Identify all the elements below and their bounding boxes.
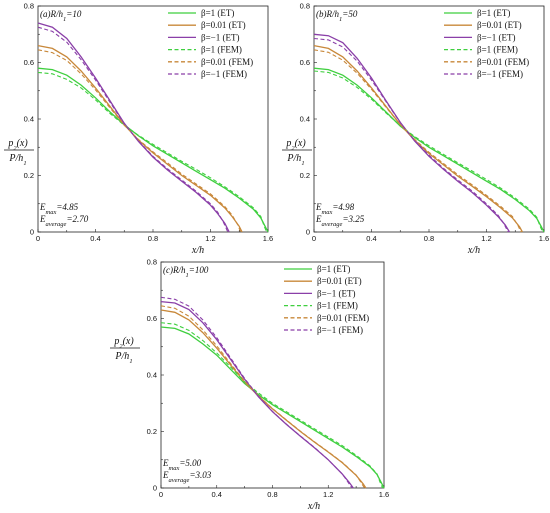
- x-tick-label: 0.4: [366, 234, 376, 243]
- legend-label: β=0.01 (ET): [477, 20, 522, 30]
- y-tick-label: 0.8: [24, 2, 34, 11]
- legend-label: β=1 (ET): [477, 8, 510, 18]
- series-line-1: [313, 44, 523, 233]
- error-annotation: Eaverage=2.70: [39, 214, 89, 228]
- series-line-0: [37, 67, 269, 233]
- series-line-4: [313, 49, 522, 233]
- y-tick-label: 0.2: [147, 427, 157, 436]
- y-tick-label: 0.2: [24, 171, 34, 180]
- panel-title: (c)R/h1=100: [163, 265, 209, 279]
- legend-label: β=0.01 (FEM): [201, 57, 253, 67]
- y-tick-label: 0.8: [300, 2, 310, 11]
- error-annotation: Eaverage=3.25: [315, 214, 365, 228]
- y-tick-label: 0.2: [300, 171, 310, 180]
- x-tick-label: 1.6: [379, 490, 389, 499]
- y-axis-label-numerator: p2(x): [113, 336, 134, 350]
- series-line-5: [37, 26, 229, 233]
- y-axis-label-denominator: P/h1: [286, 153, 304, 167]
- legend-label: β=−1 (FEM): [201, 69, 247, 79]
- x-tick-label: 0.8: [148, 234, 158, 243]
- series-line-3: [313, 70, 544, 233]
- series-line-4: [160, 305, 365, 489]
- error-annotation: Emax=4.98: [315, 202, 355, 216]
- x-tick-label: 1.2: [481, 234, 491, 243]
- legend-label: β=−1 (ET): [477, 32, 515, 42]
- legend-label: β=1 (ET): [201, 8, 234, 18]
- y-tick-label: 0.6: [24, 58, 34, 67]
- series-line-4: [37, 49, 242, 233]
- y-axis-label-numerator: p2(x): [285, 138, 306, 152]
- series-line-1: [37, 44, 243, 233]
- series-line-5: [313, 37, 509, 233]
- x-tick-label: 0.8: [267, 490, 277, 499]
- series-line-0: [313, 67, 545, 233]
- y-tick-label: 0.4: [147, 371, 157, 380]
- legend-label: β=0.01 (ET): [201, 20, 246, 30]
- y-axis-label-numerator: p2(x): [7, 138, 28, 152]
- panel-title: (b)R/h1=50: [316, 9, 358, 23]
- series-line-5: [160, 296, 353, 489]
- x-tick-label: 1.2: [205, 234, 215, 243]
- error-annotation: Emax=4.85: [39, 202, 79, 216]
- y-tick-label: 0: [153, 484, 157, 493]
- x-tick-label: 0: [159, 490, 163, 499]
- x-tick-label: 0.8: [424, 234, 434, 243]
- x-tick-label: 1.6: [539, 234, 549, 243]
- legend-label: β=−1 (ET): [317, 288, 355, 298]
- chart-panel-b: 0 0.4 0.8 1.2 1.6 0 0.2 0.4 0.6 0.8 (b)R/h1=50 Emax…: [282, 2, 549, 256]
- y-tick-label: 0.8: [147, 258, 157, 267]
- y-axis-label-denominator: P/h1: [8, 153, 26, 167]
- y-tick-label: 0: [30, 228, 34, 237]
- x-tick-label: 0.4: [90, 234, 100, 243]
- chart-panel-a: 0 0.4 0.8 1.2 1.6 0 0.2 0.4 0.6 0.8 (a)R/h1=10 Emax…: [4, 2, 273, 256]
- x-tick-label: 0: [36, 234, 40, 243]
- x-axis-label: x/h: [307, 501, 320, 512]
- x-axis-label: x/h: [467, 245, 480, 256]
- legend-label: β=0.01 (FEM): [317, 313, 369, 323]
- x-tick-label: 1.2: [323, 490, 333, 499]
- x-axis-label: x/h: [191, 245, 204, 256]
- x-tick-label: 0: [312, 234, 316, 243]
- series-line-3: [37, 71, 268, 233]
- x-tick-label: 0.4: [212, 490, 222, 499]
- y-tick-label: 0.4: [24, 115, 34, 124]
- error-annotation: Emax=5.00: [162, 458, 202, 472]
- legend-label: β=1 (FEM): [201, 45, 242, 55]
- x-tick-label: 1.6: [263, 234, 273, 243]
- series-line-2: [313, 33, 511, 233]
- chart-panel-c: 0 0.4 0.8 1.2 1.6 0 0.2 0.4 0.6 0.8 (c)R/h1=100 Ema…: [110, 258, 389, 512]
- legend-label: β=0.01 (ET): [317, 276, 362, 286]
- legend-label: β=1 (ET): [317, 264, 350, 274]
- y-tick-label: 0.4: [300, 115, 310, 124]
- legend-label: β=−1 (FEM): [317, 325, 363, 335]
- legend-label: β=−1 (FEM): [477, 69, 523, 79]
- legend-label: β=1 (FEM): [317, 301, 358, 311]
- y-tick-label: 0.6: [300, 58, 310, 67]
- legend-label: β=−1 (ET): [201, 32, 239, 42]
- y-tick-label: 0.6: [147, 314, 157, 323]
- panel-title: (a)R/h1=10: [40, 9, 82, 23]
- error-annotation: Eaverage=3.03: [162, 470, 212, 484]
- legend-label: β=1 (FEM): [477, 45, 518, 55]
- series-line-3: [160, 322, 384, 489]
- y-axis-label-denominator: P/h1: [114, 351, 132, 365]
- legend-label: β=0.01 (FEM): [477, 57, 529, 67]
- y-tick-label: 0: [306, 228, 310, 237]
